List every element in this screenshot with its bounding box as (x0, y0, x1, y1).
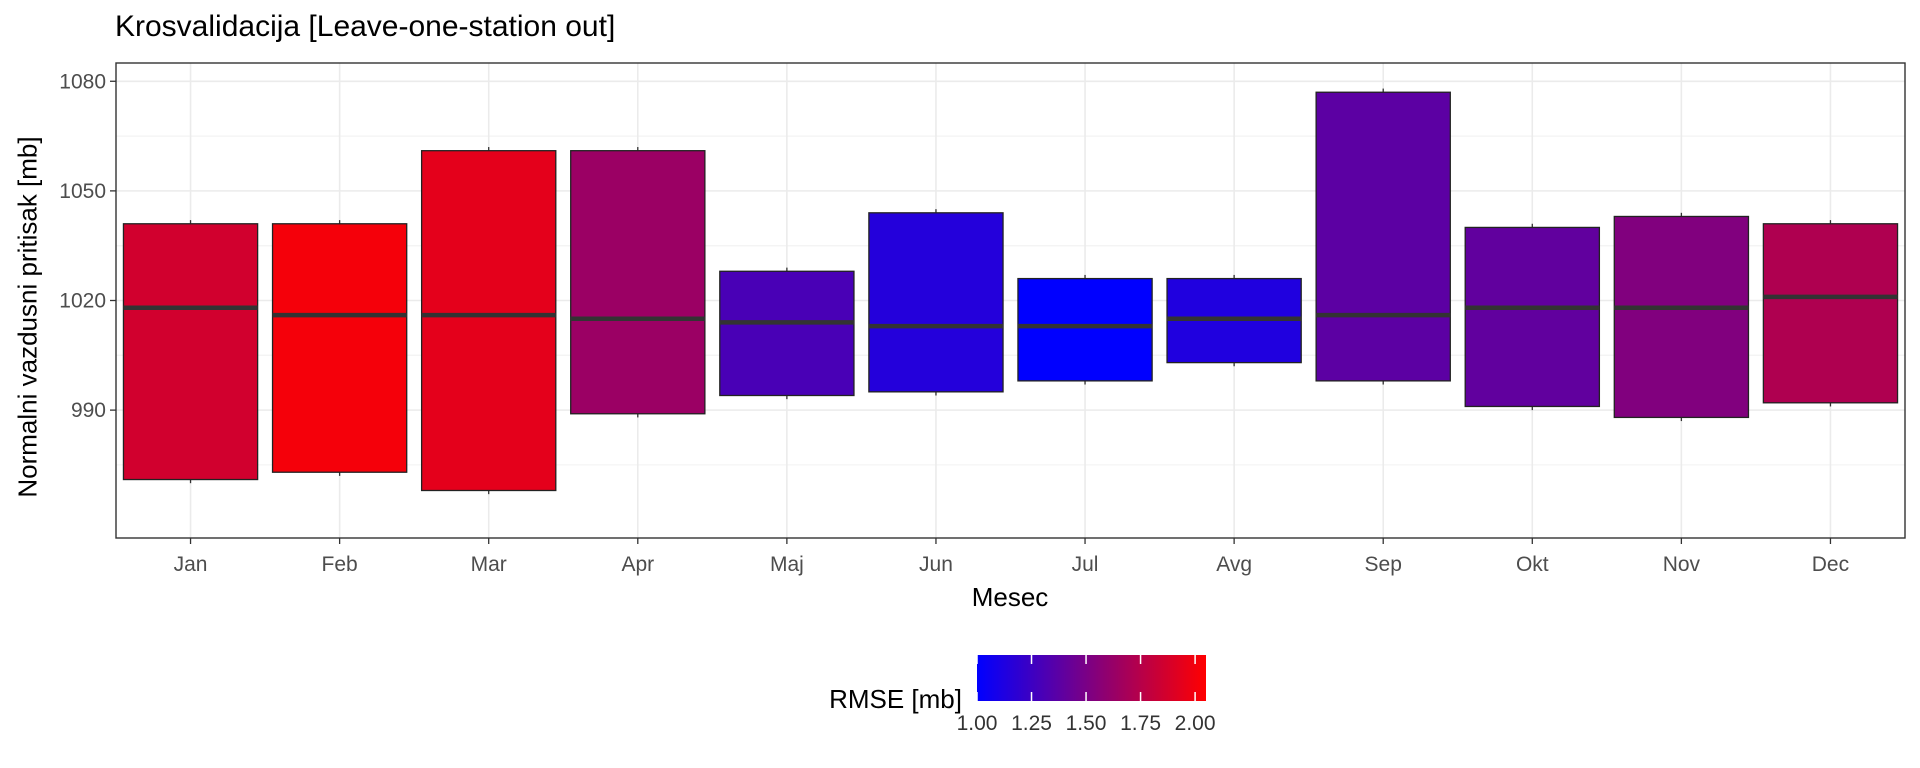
y-tick-label: 990 (71, 399, 106, 422)
x-tick-label-Jan: Jan (174, 553, 208, 576)
box-Jan (122, 223, 259, 481)
x-tick-label-Maj: Maj (770, 553, 804, 576)
box-Mar (420, 150, 557, 492)
x-tick-label-Jul: Jul (1072, 553, 1099, 576)
box-Sep (1315, 91, 1451, 382)
legend-tick-label: 1.75 (1120, 712, 1161, 735)
legend-title: RMSE [mb] (829, 684, 962, 714)
x-tick-label-Avg: Avg (1216, 553, 1252, 576)
y-tick-label: 1050 (59, 180, 106, 203)
x-tick-label-Dec: Dec (1812, 553, 1849, 576)
x-axis-label: Mesec (971, 582, 1049, 612)
legend-tick-label: 1.00 (957, 712, 998, 735)
box-Feb (271, 223, 408, 473)
legend-colorbar (977, 655, 1206, 701)
x-tick-label-Jun: Jun (919, 553, 953, 576)
y-tick-label: 1020 (59, 290, 106, 313)
legend-tick-label: 1.50 (1066, 712, 1107, 735)
y-tick-label: 1080 (59, 70, 106, 93)
x-tick-label-Sep: Sep (1365, 553, 1402, 576)
legend-tick-label: 1.25 (1011, 712, 1052, 735)
x-tick-label-Feb: Feb (322, 553, 358, 576)
legend-tick-label: 2.00 (1175, 712, 1216, 735)
box-Dec (1762, 223, 1899, 404)
chart-title: Krosvalidacija [Leave-one-station out] (115, 10, 616, 43)
box-Okt (1464, 226, 1601, 408)
box-Nov (1613, 215, 1750, 419)
box-Jul (1017, 277, 1153, 382)
box-Maj (719, 270, 855, 397)
x-tick-label-Apr: Apr (621, 553, 654, 576)
x-tick-label-Nov: Nov (1663, 553, 1701, 576)
x-tick-label-Mar: Mar (471, 553, 507, 576)
x-tick-label-Okt: Okt (1516, 553, 1549, 576)
box-Apr (570, 150, 706, 415)
box-Jun (868, 212, 1004, 393)
